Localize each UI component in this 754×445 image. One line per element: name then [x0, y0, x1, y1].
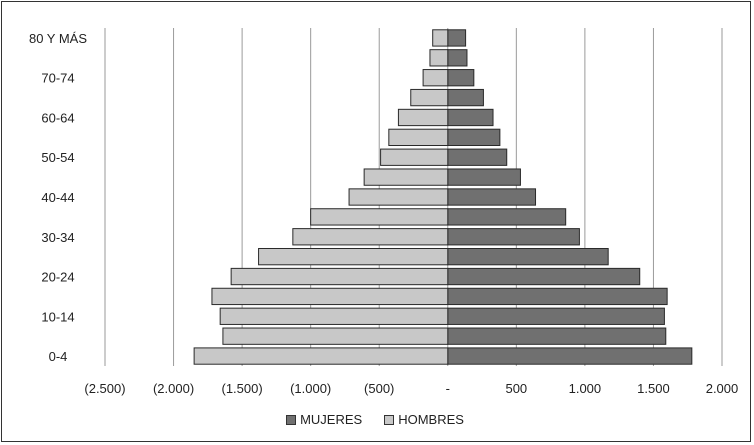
bar-mujeres-20-24: [447, 267, 641, 286]
bar-hombres-60-64: [397, 108, 449, 127]
legend-label-mujeres: MUJERES: [300, 412, 363, 427]
x-tick-label: (500): [364, 381, 394, 396]
bar-mujeres-50-54: [447, 148, 508, 166]
bar-mujeres-25-29: [447, 247, 609, 266]
bar-hombres-10-14: [219, 307, 449, 325]
bar-mujeres-60-64: [447, 108, 494, 127]
bar-hombres-75-79: [429, 49, 449, 67]
legend: MUJERES HOMBRES: [0, 412, 750, 427]
x-tick-label: (2.500): [84, 381, 125, 396]
bar-hombres-45-49: [363, 168, 449, 186]
x-tick-label: 1.000: [569, 381, 602, 396]
bar-hombres-30-34: [292, 228, 449, 246]
bar-mujeres-5-9: [447, 327, 667, 345]
bar-hombres-55-59: [388, 128, 449, 147]
bar-mujeres-45-49: [447, 168, 521, 186]
bar-hombres-65-69: [410, 88, 449, 107]
legend-item-mujeres: MUJERES: [286, 412, 362, 427]
y-category-label: 10-14: [41, 309, 74, 324]
bar-mujeres-30-34: [447, 228, 580, 246]
bar-mujeres-65-69: [447, 88, 484, 107]
x-tick-label: -: [446, 381, 450, 396]
bar-mujeres-10-14: [447, 307, 665, 325]
y-category-label: 80 Y MÁS: [29, 31, 87, 46]
x-axis-labels: (2.500) (2.000) (1.500) (1.000) (500) - 500 1.0…: [84, 381, 738, 396]
bar-mujeres-40-44: [447, 188, 537, 206]
bars: [193, 29, 693, 365]
legend-swatch-hombres: [384, 414, 395, 425]
bar-hombres-15-19: [211, 287, 449, 306]
bar-hombres-0-4: [193, 347, 449, 365]
bar-hombres-40-44: [348, 188, 449, 206]
y-category-label: 40-44: [41, 190, 74, 205]
bar-mujeres-70-74: [447, 69, 475, 87]
y-category-label: 0-4: [49, 349, 68, 364]
bar-mujeres-80 Y MÁS: [447, 29, 467, 47]
legend-label-hombres: HOMBRES: [398, 412, 464, 427]
y-category-label: 30-34: [41, 230, 74, 245]
bar-hombres-70-74: [422, 69, 449, 87]
y-category-label: 60-64: [41, 110, 74, 125]
x-tick-label: 1.500: [637, 381, 670, 396]
x-tick-label: (1.000): [290, 381, 331, 396]
y-category-label: 20-24: [41, 270, 74, 285]
bar-mujeres-35-39: [447, 208, 567, 226]
x-tick-label: 2.000: [706, 381, 739, 396]
y-category-label: 50-54: [41, 150, 74, 165]
bar-hombres-20-24: [230, 267, 449, 286]
x-tick-label: (2.000): [153, 381, 194, 396]
bar-mujeres-55-59: [447, 128, 501, 147]
bar-hombres-50-54: [380, 148, 449, 166]
bar-mujeres-75-79: [447, 49, 468, 67]
y-axis-labels: 0-4 10-14 20-24 30-34 40-44 50-54 60-64 70-74 80…: [29, 31, 87, 364]
x-tick-label: (1.500): [222, 381, 263, 396]
bar-hombres-25-29: [258, 247, 449, 266]
legend-swatch-mujeres: [286, 414, 297, 425]
bar-mujeres-0-4: [447, 347, 693, 365]
y-category-label: 70-74: [41, 71, 74, 86]
bar-mujeres-15-19: [447, 287, 668, 306]
legend-item-hombres: HOMBRES: [384, 412, 464, 427]
x-tick-label: 500: [505, 381, 527, 396]
bar-hombres-5-9: [222, 327, 449, 345]
bar-hombres-35-39: [310, 208, 449, 226]
bar-hombres-80 Y MÁS: [432, 29, 449, 47]
